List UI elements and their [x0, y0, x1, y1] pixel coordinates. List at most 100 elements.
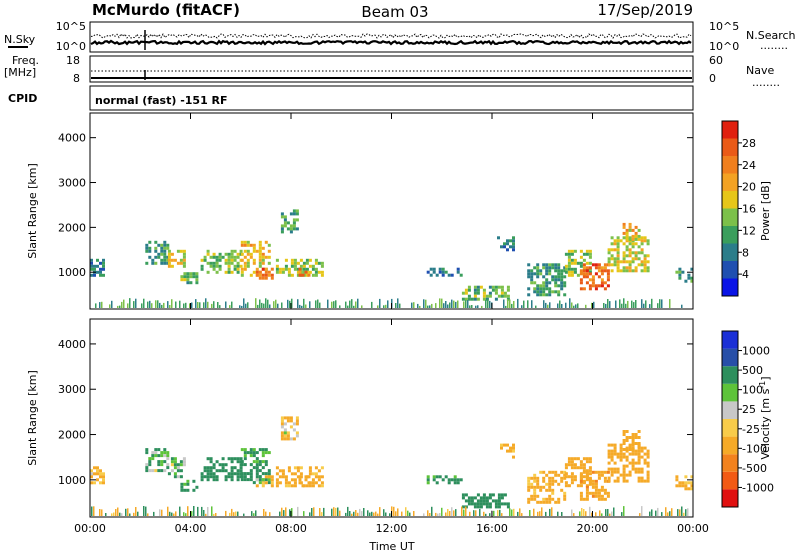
- power-scatter-mark: [349, 300, 351, 308]
- power-echo-region: [426, 267, 463, 277]
- power-echo-cell: [218, 267, 222, 271]
- vel-echo-cell: [270, 478, 274, 482]
- power-echo-cell: [183, 272, 187, 276]
- cpid-panel: [89, 85, 694, 111]
- vel-scatter-mark: [251, 511, 253, 516]
- vel-echo-cell: [582, 469, 586, 473]
- power-echo-cell: [267, 261, 271, 265]
- power-echo-cell: [548, 281, 552, 285]
- vel-echo-cell: [610, 455, 614, 459]
- power-echo-cell: [450, 273, 454, 277]
- vel-xtick-label: 00:00: [677, 522, 709, 535]
- vel-echo-cell: [243, 472, 247, 476]
- vel-echo-cell: [170, 460, 174, 464]
- vel-scatter-mark: [479, 508, 481, 516]
- vel-echo-cell: [283, 437, 287, 441]
- power-echo-cell: [622, 260, 626, 264]
- vel-echo-cell: [166, 466, 170, 470]
- vel-echo-cell: [173, 457, 177, 461]
- power-echo-cell: [283, 221, 287, 225]
- power-echo-cell: [314, 258, 318, 262]
- power-echo-cell: [90, 261, 93, 265]
- power-echo-cell: [530, 272, 534, 276]
- vel-echo-region: [255, 475, 274, 488]
- vel-echo-cell: [173, 472, 177, 476]
- power-echo-cell: [545, 284, 549, 288]
- nsearch-legend-dots: ........: [760, 39, 788, 52]
- power-scatter-mark: [317, 299, 319, 308]
- power-echo-cell: [588, 249, 592, 253]
- vel-echo-cell: [243, 463, 247, 467]
- vel-echo-cell: [539, 488, 543, 492]
- power-echo-cell: [293, 264, 297, 268]
- vel-scatter-mark: [679, 509, 681, 516]
- power-scatter-mark: [643, 303, 645, 308]
- vel-echo-cell: [551, 488, 555, 492]
- vel-scatter-mark: [441, 507, 443, 516]
- vel-echo-cell: [563, 470, 567, 474]
- time-axis-label: Time UT: [368, 540, 414, 553]
- vel-echo-cell: [628, 448, 632, 451]
- vel-scatter-mark: [159, 509, 161, 516]
- vel-scatter-mark: [191, 511, 193, 516]
- vel-echo-cell: [270, 481, 274, 485]
- vel-echo-cell: [542, 497, 546, 501]
- power-echo-cell: [456, 267, 460, 271]
- power-echo-cell: [634, 251, 638, 255]
- power-echo-cell: [625, 245, 629, 249]
- vel-scatter-mark: [213, 513, 215, 516]
- vel-scatter-mark: [499, 509, 501, 516]
- vel-echo-cell: [236, 469, 240, 473]
- power-scatter-mark: [241, 305, 243, 308]
- power-echo-cell: [467, 285, 471, 289]
- vel-echo-cell: [622, 442, 626, 445]
- vel-echo-cell: [456, 481, 460, 485]
- vel-scatter-mark: [589, 506, 591, 516]
- power-scatter-mark: [475, 305, 477, 308]
- vel-echo-cell: [230, 478, 234, 482]
- power-echo-cell: [464, 297, 468, 301]
- vel-scatter-mark: [461, 506, 463, 516]
- power-echo-cell: [320, 264, 324, 268]
- vel-scatter-mark: [167, 506, 169, 516]
- power-echo-cell: [311, 267, 315, 271]
- power-echo-cell: [320, 261, 324, 265]
- vel-echo-cell: [545, 500, 549, 504]
- vel-echo-cell: [548, 497, 552, 501]
- power-echo-cell: [610, 254, 614, 258]
- power-echo-cell: [625, 260, 629, 264]
- power-scatter-mark: [633, 302, 635, 308]
- power-echo-cell: [299, 264, 303, 268]
- vel-scatter-mark: [207, 507, 209, 516]
- power-echo-cell: [634, 242, 638, 246]
- power-echo-cell: [280, 230, 284, 234]
- power-echo-cell: [567, 249, 571, 253]
- power-scatter-mark: [429, 305, 431, 308]
- vel-echo-cell: [280, 422, 284, 426]
- vel-scatter-mark: [591, 512, 593, 516]
- power-echo-cell: [567, 252, 571, 256]
- power-ylabel: Slant Range [km]: [26, 163, 39, 259]
- vel-echo-cell: [527, 497, 531, 501]
- vel-echo-cell: [280, 419, 284, 423]
- power-echo-cell: [554, 278, 558, 282]
- power-echo-cell: [96, 258, 99, 262]
- power-echo-cell: [622, 225, 626, 229]
- power-scatter-mark: [205, 298, 207, 308]
- nsky-traces: [90, 30, 692, 50]
- power-echo-cell: [209, 261, 213, 265]
- vel-echo-cell: [640, 455, 644, 459]
- power-echo-cell: [308, 258, 312, 262]
- power-scatter-mark: [197, 302, 199, 308]
- vel-echo-cell: [283, 431, 287, 435]
- nsky-bottom-tick: 10^0: [56, 40, 86, 53]
- power-echo-cell: [567, 267, 571, 271]
- power-echo-cell: [536, 263, 540, 267]
- vel-scatter-mark: [335, 507, 337, 516]
- vel-scatter-mark: [101, 509, 103, 516]
- vel-echo-cell: [536, 476, 540, 480]
- power-echo-cell: [102, 261, 105, 265]
- vel-echo-cell: [283, 416, 287, 420]
- vel-echo-cell: [221, 457, 225, 461]
- power-echo-region: [145, 240, 170, 265]
